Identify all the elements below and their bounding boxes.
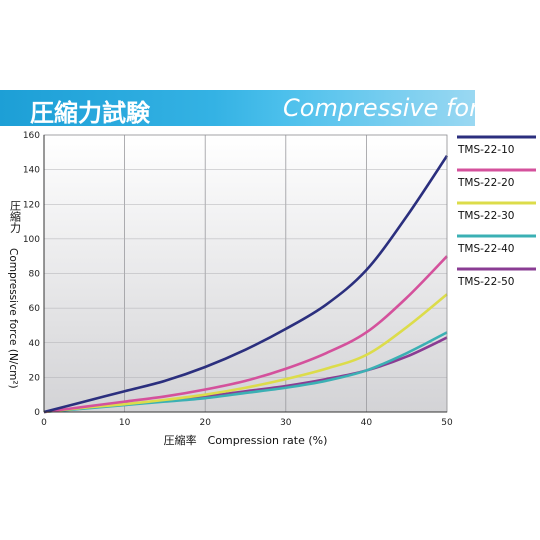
y-axis-label-en: Compressive force (N/cm²) [7, 248, 19, 389]
legend-label: TMS-22-30 [457, 210, 514, 222]
x-tick-label: 50 [441, 418, 453, 428]
y-tick-label: 160 [23, 131, 40, 141]
series-line-tms-22-20 [43, 255, 448, 414]
legend-label: TMS-22-20 [457, 177, 514, 189]
y-tick-label: 20 [29, 373, 41, 383]
y-tick-label: 0 [34, 408, 40, 418]
y-tick-label: 40 [29, 339, 41, 349]
y-tick-label: 80 [29, 270, 41, 280]
x-tick-label: 40 [361, 418, 373, 428]
legend-label: TMS-22-40 [457, 243, 514, 255]
series-line-tms-22-30 [43, 293, 448, 414]
banner-title-en: Compressive force [283, 94, 475, 122]
y-tick-label: 120 [23, 200, 40, 210]
x-tick-label: 20 [199, 418, 211, 428]
x-axis-label: 圧縮率 Compression rate (%) [164, 433, 328, 447]
x-tick-label: 10 [119, 418, 131, 428]
y-axis-label-jp: 圧縮力 [9, 200, 22, 233]
banner-background [0, 90, 475, 126]
y-tick-label: 100 [23, 235, 40, 245]
x-tick-label: 0 [41, 418, 47, 428]
legend-label: TMS-22-10 [457, 144, 514, 156]
y-tick-label: 140 [23, 166, 40, 176]
title-banner: 圧縮力試験 Compressive force [0, 90, 475, 126]
x-tick-label: 30 [280, 418, 292, 428]
y-tick-label: 60 [29, 304, 41, 314]
series-line-tms-22-10 [43, 155, 449, 414]
banner-title-jp: 圧縮力試験 [30, 99, 150, 126]
legend-label: TMS-22-50 [457, 276, 514, 288]
